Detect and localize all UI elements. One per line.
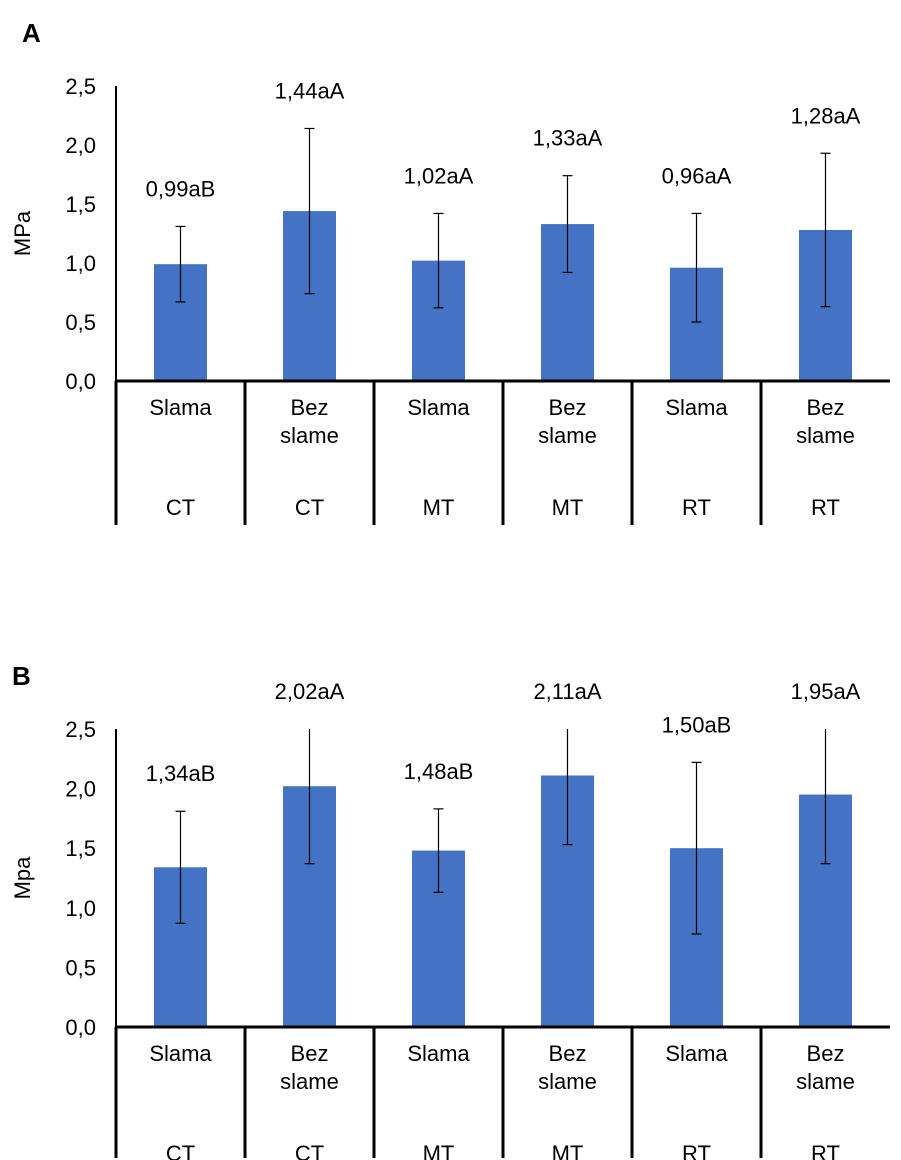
data-label: 0,96aA (662, 163, 732, 188)
x-category-label: slame (538, 423, 597, 448)
data-label: 1,33aA (533, 126, 603, 151)
y-tick-label: 0,5 (65, 310, 96, 335)
x-category-label: Slama (149, 395, 212, 420)
y-tick-label: 0,5 (65, 955, 96, 980)
x-category-label: slame (538, 1069, 597, 1094)
x-category-label: slame (280, 423, 339, 448)
panel-b-chart: B Mpa 0,0 0,5 1,0 1,5 2,0 2,5 1,34aB Slama CT 2,02a… (10, 661, 890, 1160)
x-category-label: slame (280, 1069, 339, 1094)
x-category-label: slame (796, 1069, 855, 1094)
y-tick-label: 1,0 (65, 896, 96, 921)
x-group-label: CT (166, 1141, 195, 1160)
y-tick-label: 2,0 (65, 133, 96, 158)
x-category-label: Slama (407, 1041, 470, 1066)
y-tick-label: 1,5 (65, 192, 96, 217)
x-group-label: CT (295, 1141, 324, 1160)
y-axis-label: MPa (10, 210, 35, 256)
panel-label: B (12, 661, 31, 691)
x-group-label: CT (295, 495, 324, 520)
panel-label: A (22, 18, 41, 48)
x-group-label: RT (682, 1141, 711, 1160)
x-group-label: MT (552, 1141, 584, 1160)
x-category-label: Slama (665, 1041, 728, 1066)
x-group-label: RT (811, 1141, 840, 1160)
x-category-label: Slama (665, 395, 728, 420)
x-category-label: Slama (149, 1041, 212, 1066)
y-tick-label: 0,0 (65, 1015, 96, 1040)
data-label: 1,28aA (791, 103, 861, 128)
y-tick-label: 2,5 (65, 717, 96, 742)
x-group-label: MT (423, 495, 455, 520)
panel-a-chart: A MPa 0,0 0,5 1,0 1,5 2,0 2,5 0,99aB Slama CT 1,44a… (10, 18, 890, 525)
data-label: 1,50aB (662, 712, 732, 737)
x-group-label: RT (682, 495, 711, 520)
x-category-label: Slama (407, 395, 470, 420)
x-category-label: Bez (807, 395, 845, 420)
y-tick-label: 1,5 (65, 836, 96, 861)
data-label: 2,11aA (533, 679, 601, 704)
data-label: 1,34aB (146, 761, 216, 786)
y-tick-label: 1,0 (65, 251, 96, 276)
data-label: 1,95aA (791, 679, 861, 704)
y-axis-label: Mpa (10, 856, 35, 900)
x-group-label: MT (423, 1141, 455, 1160)
x-group-label: RT (811, 495, 840, 520)
x-category-label: Bez (291, 1041, 329, 1066)
x-group-label: CT (166, 495, 195, 520)
data-label: 1,44aA (275, 78, 345, 103)
x-category-label: Bez (291, 395, 329, 420)
y-tick-label: 2,5 (65, 74, 96, 99)
y-tick-label: 2,0 (65, 777, 96, 802)
y-tick-label: 0,0 (65, 369, 96, 394)
x-category-label: Bez (549, 395, 587, 420)
data-label: 1,02aA (404, 163, 474, 188)
x-group-label: MT (552, 495, 584, 520)
data-label: 1,48aB (404, 759, 474, 784)
x-category-label: slame (796, 423, 855, 448)
x-category-label: Bez (549, 1041, 587, 1066)
data-label: 0,99aB (146, 176, 216, 201)
x-category-label: Bez (807, 1041, 845, 1066)
data-label: 2,02aA (275, 679, 345, 704)
